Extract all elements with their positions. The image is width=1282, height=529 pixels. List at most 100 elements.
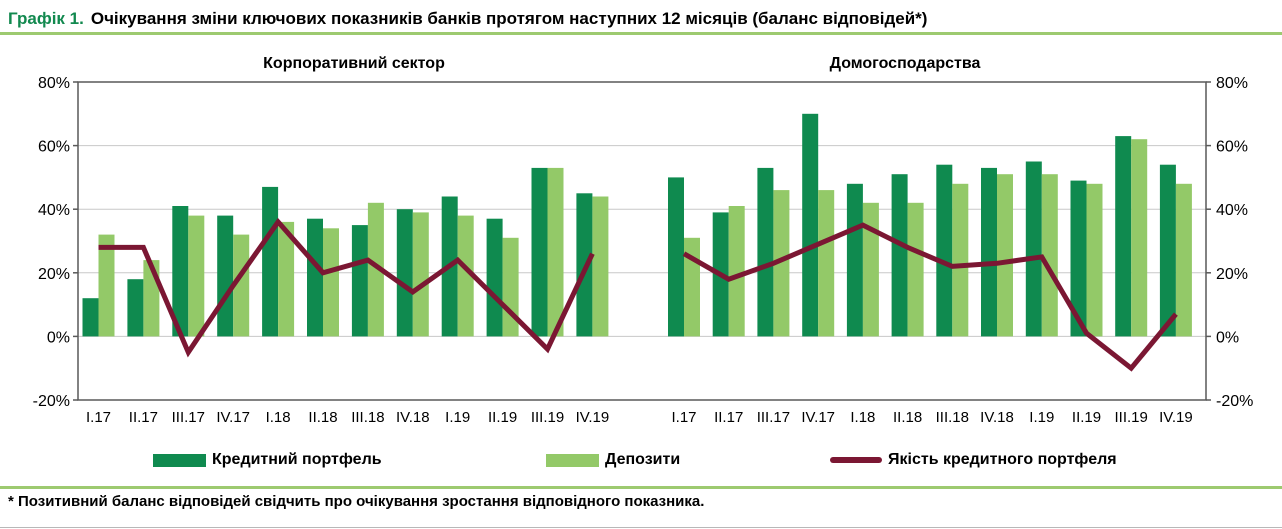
bar-loan-portfolio (82, 298, 99, 337)
y-axis-label-right: 20% (1216, 266, 1248, 283)
x-axis-label: III.17 (757, 409, 790, 426)
bar-loan-portfolio (668, 177, 684, 337)
x-axis-label: I.17 (86, 409, 111, 426)
x-axis-label: IV.18 (396, 409, 430, 426)
bar-loan-portfolio (531, 167, 548, 337)
bar-deposits (1175, 183, 1192, 337)
bar-loan-portfolio (1025, 161, 1042, 337)
bar-loan-portfolio (1070, 180, 1087, 337)
x-axis-label: I.18 (850, 409, 875, 426)
figure-title: Графік 1. Очікування зміни ключових показ… (8, 9, 927, 29)
y-axis-label-right: 0% (1216, 329, 1239, 346)
bar-deposits (952, 183, 969, 337)
bar-deposits (367, 202, 384, 337)
bar-deposits (818, 190, 835, 337)
title-divider-rule (0, 32, 1282, 35)
x-axis-label: II.19 (488, 409, 517, 426)
x-axis-label: I.17 (671, 409, 696, 426)
bottom-hairline (0, 527, 1282, 528)
bar-deposits (773, 190, 790, 337)
x-axis-label: II.17 (129, 409, 158, 426)
legend-item-deposits: Депозити (546, 451, 680, 469)
bar-loan-portfolio (127, 279, 144, 337)
legend-swatch-loan-portfolio (153, 453, 206, 467)
bar-loan-portfolio (757, 167, 774, 337)
legend-item-loan-portfolio: Кредитний портфель (153, 451, 382, 469)
bar-loan-portfolio (262, 186, 279, 337)
x-axis-label: II.18 (308, 409, 337, 426)
x-axis-label: II.17 (714, 409, 743, 426)
x-axis-label: III.17 (172, 409, 205, 426)
x-axis-label: II.19 (1072, 409, 1101, 426)
x-axis-label: IV.19 (1159, 409, 1193, 426)
x-axis-label: I.19 (1029, 409, 1054, 426)
figure-number: Графік 1. (8, 9, 84, 28)
bar-deposits (233, 234, 250, 337)
bar-deposits (728, 206, 745, 337)
bar-deposits (98, 234, 115, 337)
bar-deposits (457, 215, 474, 337)
bar-loan-portfolio (351, 225, 368, 337)
footnote: * Позитивний баланс відповідей свідчить … (8, 493, 705, 510)
y-axis-label-left: 0% (47, 329, 70, 346)
x-axis-label: III.18 (936, 409, 969, 426)
bar-loan-portfolio (172, 206, 189, 337)
footnote-divider-rule (0, 486, 1282, 489)
bar-deposits (592, 196, 609, 337)
bar-loan-portfolio (1115, 136, 1132, 337)
loan-quality-line (682, 222, 1178, 372)
bar-loan-portfolio (486, 218, 503, 337)
y-axis-label-right: 80% (1216, 75, 1248, 92)
y-axis-label-left: 20% (38, 266, 70, 283)
legend-label-loan-portfolio: Кредитний портфель (212, 451, 382, 468)
figure-title-text: Очікування зміни ключових показників бан… (90, 9, 928, 28)
bar-deposits (547, 167, 564, 337)
bar-loan-portfolio (891, 174, 908, 337)
x-axis-label: IV.18 (980, 409, 1014, 426)
y-axis-label-right: 60% (1216, 139, 1248, 156)
x-axis-label: III.19 (1115, 409, 1148, 426)
x-axis-label: IV.19 (576, 409, 610, 426)
x-axis-label: II.18 (893, 409, 922, 426)
bar-deposits (1041, 174, 1058, 337)
bar-loan-portfolio (396, 209, 413, 337)
panel-title-households: Домогосподарства (829, 55, 981, 72)
bar-loan-portfolio (217, 215, 234, 337)
legend-item-loan-quality: Якість кредитного портфеля (830, 451, 1117, 469)
y-axis-label-left: 60% (38, 139, 70, 156)
y-axis-label-left: -20% (33, 393, 70, 410)
legend-swatch-deposits (546, 453, 599, 467)
legend-label-loan-quality: Якість кредитного портфеля (888, 451, 1117, 468)
y-axis-label-left: 80% (38, 75, 70, 92)
bar-loan-portfolio (936, 164, 953, 337)
bar-deposits (323, 228, 339, 337)
bar-deposits (502, 237, 519, 337)
legend-swatch-loan-quality (830, 457, 882, 463)
bar-deposits (1131, 139, 1148, 337)
bar-loan-portfolio (307, 218, 323, 337)
x-axis-label: III.18 (351, 409, 384, 426)
x-axis-label: IV.17 (216, 409, 250, 426)
bar-loan-portfolio (1159, 164, 1176, 337)
loan-quality-line (98, 217, 595, 358)
bar-deposits (907, 202, 924, 337)
bar-loan-portfolio (981, 167, 997, 337)
y-axis-label-right: 40% (1216, 202, 1248, 219)
x-axis-label: III.19 (531, 409, 564, 426)
bar-deposits (188, 215, 205, 337)
legend-label-deposits: Депозити (605, 451, 681, 468)
x-axis-label: IV.17 (801, 409, 835, 426)
y-axis-label-left: 40% (38, 202, 70, 219)
x-axis-label: I.18 (266, 409, 291, 426)
bar-loan-portfolio (802, 113, 819, 337)
bar-loan-portfolio (846, 183, 863, 337)
bar-deposits (412, 212, 429, 337)
plot-frame (77, 81, 1207, 401)
y-axis-label-right: -20% (1216, 393, 1253, 410)
bar-deposits (278, 221, 295, 337)
bar-deposits (1086, 183, 1103, 337)
panel-title-corporate: Корпоративний сектор (263, 55, 445, 72)
bar-deposits (862, 202, 879, 337)
